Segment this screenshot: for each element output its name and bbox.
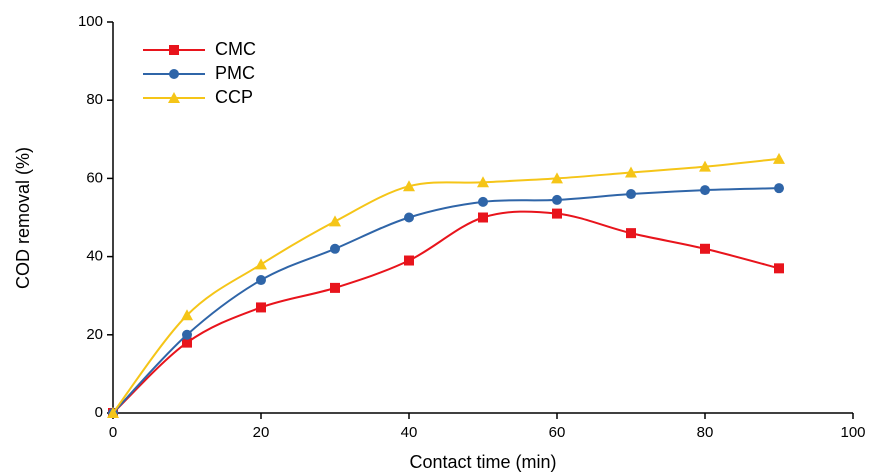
legend-text: PMC xyxy=(215,63,255,83)
x-tick-label: 80 xyxy=(697,424,714,441)
marker xyxy=(477,176,489,188)
y-tick-label: 80 xyxy=(86,91,103,108)
y-axis-title: COD removal (%) xyxy=(13,147,33,289)
marker xyxy=(700,243,710,254)
x-tick-label: 60 xyxy=(549,424,566,441)
y-tick-label: 0 xyxy=(95,404,103,421)
x-tick-label: 0 xyxy=(109,424,117,441)
marker xyxy=(700,185,710,196)
marker xyxy=(169,69,179,79)
legend-text: CMC xyxy=(215,39,256,59)
series-line xyxy=(112,157,780,414)
marker xyxy=(330,282,340,293)
marker xyxy=(182,337,192,348)
marker xyxy=(256,302,266,313)
marker xyxy=(403,180,415,192)
marker xyxy=(255,258,267,270)
marker xyxy=(256,275,266,286)
y-tick-label: 60 xyxy=(86,169,103,186)
y-tick-label: 20 xyxy=(86,326,103,343)
marker xyxy=(404,212,414,223)
marker xyxy=(169,45,179,55)
y-tick-label: 100 xyxy=(78,13,103,30)
series-line xyxy=(112,210,780,414)
marker xyxy=(168,92,180,103)
marker xyxy=(181,309,193,321)
marker xyxy=(699,160,711,172)
marker xyxy=(552,194,562,205)
marker xyxy=(552,208,562,219)
legend-text: CCP xyxy=(215,87,253,107)
marker xyxy=(478,212,488,223)
marker xyxy=(774,263,784,274)
marker xyxy=(625,166,637,178)
marker xyxy=(404,255,414,266)
marker xyxy=(330,243,340,254)
marker xyxy=(774,183,784,194)
x-tick-label: 40 xyxy=(401,424,418,441)
marker xyxy=(773,152,785,164)
marker xyxy=(626,189,636,200)
y-tick-label: 40 xyxy=(86,248,103,265)
marker xyxy=(551,172,563,184)
x-axis-title: Contact time (min) xyxy=(409,452,556,472)
marker xyxy=(329,215,341,227)
marker xyxy=(107,407,119,418)
series-line xyxy=(112,187,780,414)
x-tick-label: 100 xyxy=(840,424,865,441)
marker xyxy=(478,196,488,207)
marker xyxy=(182,329,192,340)
x-tick-label: 20 xyxy=(253,424,270,441)
marker xyxy=(626,228,636,239)
